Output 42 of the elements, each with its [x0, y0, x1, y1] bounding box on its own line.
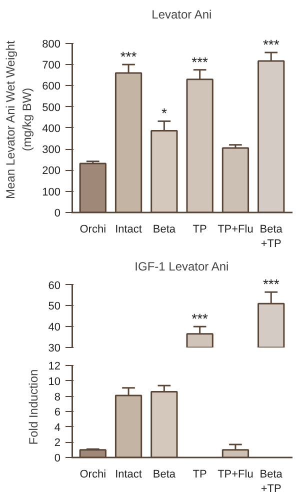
- x-tick-label: Beta +TP: [260, 224, 284, 250]
- y-tick-label: 400: [42, 122, 61, 135]
- x-tick-label: Beta: [152, 224, 176, 236]
- y-tick-label: 40: [48, 322, 61, 334]
- y-tick-label: 300: [42, 144, 61, 156]
- annotation: ***: [192, 54, 209, 70]
- y-tick-label: 100: [42, 186, 61, 198]
- y-tick-label: 500: [42, 102, 61, 114]
- annotation: ***: [120, 48, 138, 65]
- y-tick-label: 0: [54, 208, 61, 220]
- y-axis-title: Mean Levator Ani Wet Weight (mg/kg BW): [3, 40, 34, 199]
- y-tick-label: 50: [48, 300, 61, 313]
- x-tick-label: Intact: [115, 224, 142, 236]
- y-tick-label: 800: [42, 38, 61, 50]
- y-tick-label: 60: [48, 280, 61, 292]
- y-tick-label: 600: [42, 80, 61, 93]
- y-tick-label: 8: [54, 391, 61, 404]
- x-tick-label: TP+Flu: [218, 224, 254, 236]
- x-tick-label: TP+Flu: [218, 468, 254, 480]
- annotation: *: [161, 105, 168, 122]
- y-tick-label: 4: [54, 422, 61, 434]
- chart-title: IGF-1 Levator Ani: [134, 260, 229, 274]
- x-tick-label: Beta +TP: [260, 468, 284, 495]
- x-tick-label: Orchi: [80, 468, 106, 480]
- x-tick-label: TP: [192, 224, 207, 236]
- annotation: ***: [262, 36, 280, 52]
- y-tick-label: 6: [54, 406, 61, 419]
- x-tick-label: Beta: [152, 468, 176, 480]
- x-tick-label: TP: [192, 468, 207, 480]
- annotation: ***: [262, 276, 280, 292]
- chart-title: Levator Ani: [152, 8, 212, 22]
- y-tick-label: 200: [42, 165, 61, 178]
- y-tick-label: 12: [48, 360, 61, 373]
- y-tick-label: 10: [48, 376, 61, 388]
- y-axis-title: Fold Induction: [26, 369, 40, 445]
- y-tick-label: 30: [48, 342, 61, 354]
- y-tick-label: 2: [54, 437, 61, 450]
- y-tick-label: 0: [54, 452, 61, 464]
- x-tick-label: Orchi: [80, 224, 106, 236]
- y-tick-label: 700: [42, 60, 61, 72]
- annotation: ***: [192, 310, 209, 327]
- x-tick-label: Intact: [115, 468, 142, 480]
